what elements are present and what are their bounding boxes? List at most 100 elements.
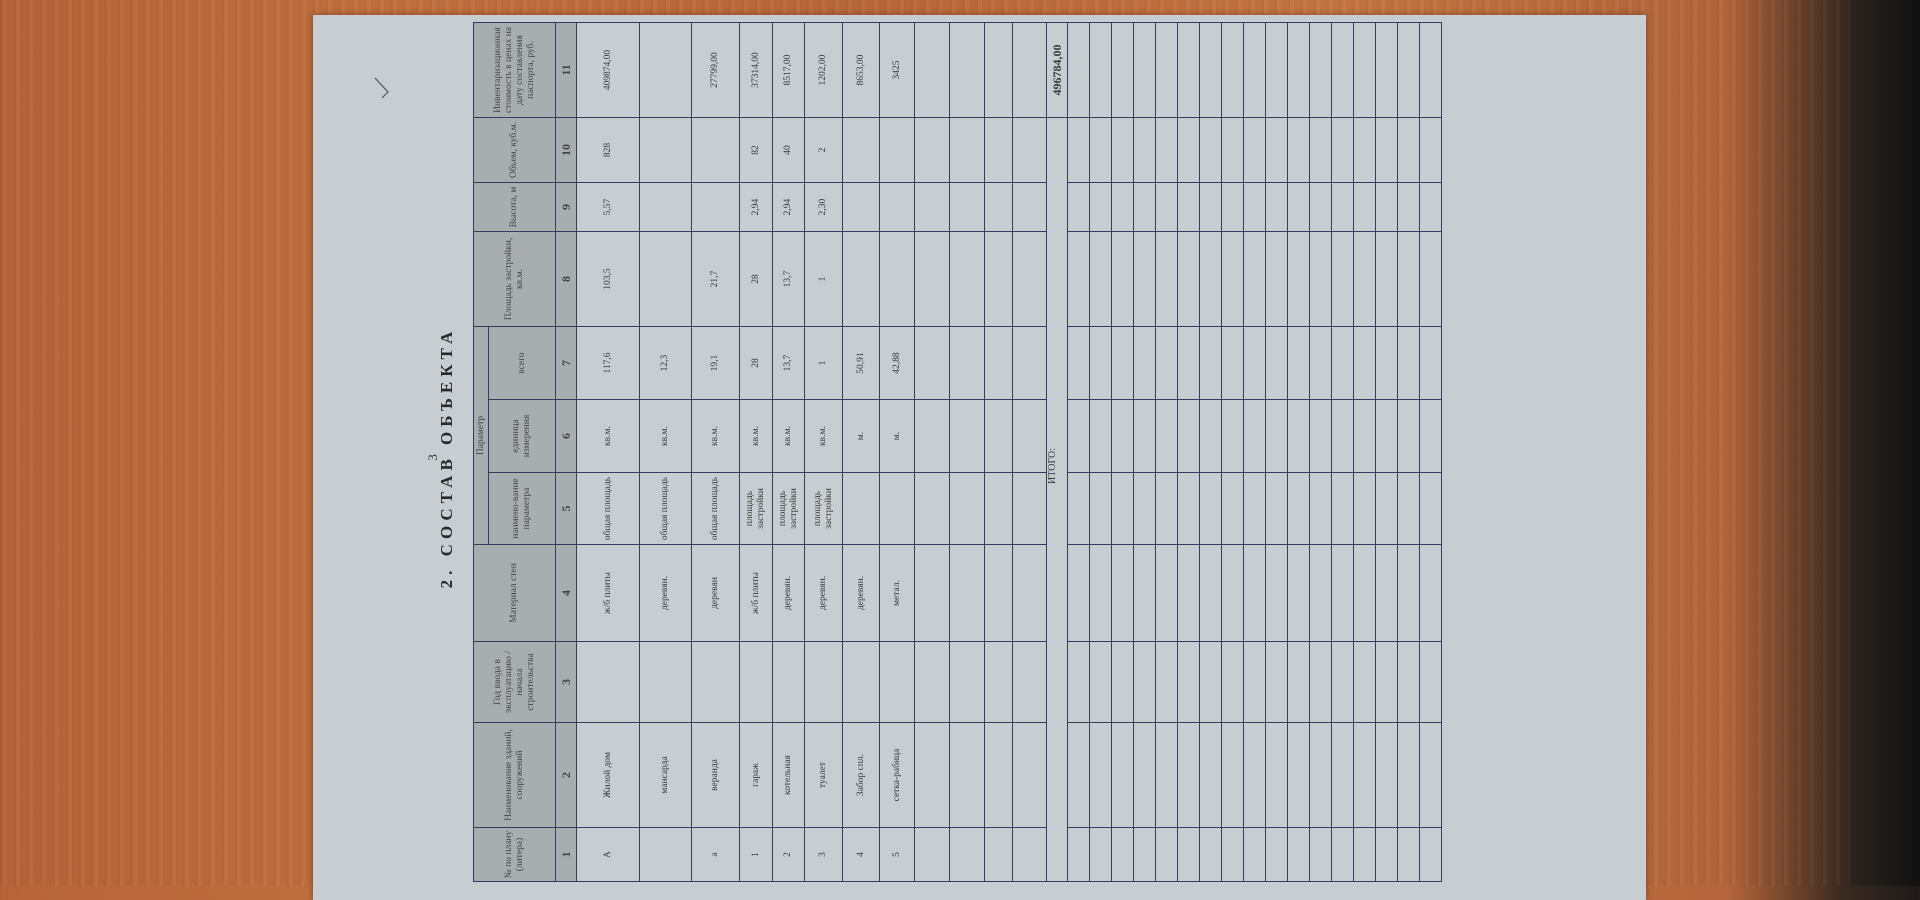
table-cell: 1202,00 xyxy=(804,22,843,118)
empty-cell xyxy=(1089,827,1112,882)
table-cell: котельная xyxy=(772,722,805,828)
header-wall-material: Материал стен xyxy=(473,544,556,642)
empty-cell xyxy=(1155,641,1178,723)
empty-cell xyxy=(1133,399,1156,473)
empty-cell xyxy=(1199,117,1222,183)
empty-cell xyxy=(1419,22,1442,118)
table-cell xyxy=(879,472,915,545)
table-cell xyxy=(879,182,915,232)
empty-row xyxy=(1243,22,1266,882)
table-cell: 2,94 xyxy=(739,182,773,232)
empty-cell xyxy=(1375,722,1398,828)
empty-cell xyxy=(1067,827,1090,882)
header-year: Год ввода в эксплуатацию / начала строит… xyxy=(473,641,556,723)
empty-cell xyxy=(1111,182,1134,232)
table-cell xyxy=(639,117,692,183)
header-total: всего xyxy=(488,326,556,400)
empty-cell xyxy=(1221,399,1244,473)
empty-cell xyxy=(1199,722,1222,828)
table-cell xyxy=(691,641,740,723)
table-cell: 82 xyxy=(739,117,773,183)
column-number: 11 xyxy=(555,22,577,118)
empty-cell xyxy=(1155,231,1178,327)
empty-cell xyxy=(1287,641,1310,723)
table-cell: 5,57 xyxy=(576,182,640,232)
empty-cell xyxy=(1199,641,1222,723)
table-cell: деревян. xyxy=(842,544,880,642)
column-number: 6 xyxy=(555,399,577,473)
table-cell: кв.м. xyxy=(739,399,773,473)
empty-cell xyxy=(1309,117,1332,183)
empty-cell xyxy=(1111,544,1134,642)
empty-cell xyxy=(1309,399,1332,473)
empty-cell xyxy=(1133,117,1156,183)
empty-cell xyxy=(1331,827,1354,882)
header-parameter-group: Параметр xyxy=(473,326,489,545)
empty-cell xyxy=(1287,722,1310,828)
empty-cell xyxy=(1309,326,1332,400)
empty-cell xyxy=(1353,231,1376,327)
section-title: 2. СОСТАВ ОБЪЕКТА xyxy=(437,326,456,589)
empty-cell xyxy=(1353,399,1376,473)
empty-cell xyxy=(1265,641,1288,723)
table-cell xyxy=(639,182,692,232)
empty-cell xyxy=(1133,182,1156,232)
table-cell xyxy=(842,472,880,545)
empty-cell xyxy=(1155,399,1178,473)
table-cell: 28 xyxy=(739,231,773,327)
empty-row xyxy=(1177,22,1200,882)
column-number: 1 xyxy=(555,827,577,882)
empty-cell xyxy=(1375,22,1398,118)
empty-cell xyxy=(1177,827,1200,882)
empty-cell xyxy=(1012,722,1047,828)
table-row: 4 Забор спл. деревян. м. 50,91 8653,00 xyxy=(842,22,880,882)
empty-cell xyxy=(1243,641,1266,723)
table-cell: туалет xyxy=(804,722,843,828)
empty-cell xyxy=(949,231,985,327)
table-cell: Забор спл. xyxy=(842,722,880,828)
empty-row xyxy=(1221,22,1244,882)
empty-cell xyxy=(1012,399,1047,473)
empty-cell xyxy=(1089,326,1112,400)
header-inventory-value: Инвентаризационная стоимость в ценах на … xyxy=(473,22,556,118)
table-row: 2 котельная деревян. площадь застройки кв.м.… xyxy=(772,22,805,882)
empty-cell xyxy=(1221,827,1244,882)
empty-cell xyxy=(1089,182,1112,232)
empty-cell xyxy=(1331,544,1354,642)
empty-row xyxy=(1375,22,1398,882)
empty-cell xyxy=(1012,544,1047,642)
table-cell: 28 xyxy=(739,326,773,400)
empty-cell xyxy=(1243,472,1266,545)
total-row: ИТОГО: 496784,00 xyxy=(1046,22,1068,882)
empty-cell xyxy=(1089,399,1112,473)
empty-cell xyxy=(1287,544,1310,642)
empty-cell xyxy=(914,722,950,828)
empty-cell xyxy=(1067,182,1090,232)
table-cell: метал. xyxy=(879,544,915,642)
empty-cell xyxy=(1133,326,1156,400)
empty-cell xyxy=(1221,22,1244,118)
object-composition-table: № по плану (литера) Наименование зданий,… xyxy=(473,22,1442,882)
table-cell: 3 xyxy=(804,827,843,882)
table-cell: 2,30 xyxy=(804,182,843,232)
empty-cell xyxy=(1012,326,1047,400)
empty-cell xyxy=(1177,182,1200,232)
empty-cell xyxy=(1133,827,1156,882)
empty-cell xyxy=(1221,231,1244,327)
header-unit: единица измерения xyxy=(488,399,556,473)
empty-cell xyxy=(949,472,985,545)
empty-cell xyxy=(984,472,1013,545)
empty-cell xyxy=(1397,117,1420,183)
empty-cell xyxy=(1265,22,1288,118)
empty-cell xyxy=(949,641,985,723)
empty-cell xyxy=(1419,117,1442,183)
column-number: 10 xyxy=(555,117,577,183)
table-cell: 117,6 xyxy=(576,326,640,400)
empty-cell xyxy=(1419,544,1442,642)
header-building-name: Наименование зданий, сооружений xyxy=(473,722,556,828)
empty-cell xyxy=(984,827,1013,882)
empty-cell xyxy=(949,117,985,183)
empty-cell xyxy=(914,399,950,473)
empty-cell xyxy=(1309,827,1332,882)
empty-cell xyxy=(914,326,950,400)
